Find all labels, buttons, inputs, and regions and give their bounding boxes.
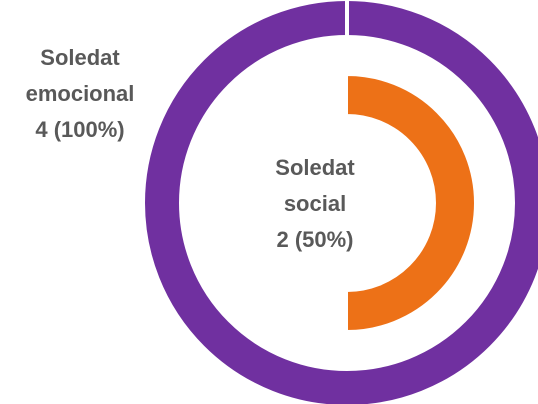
outer-label: Soledat emocional 4 (100%)	[10, 40, 150, 148]
ring-segment	[346, 73, 476, 333]
series-name: Soledat social	[275, 155, 355, 216]
series-name: Soledat emocional	[25, 45, 135, 106]
inner-label: Soledat social 2 (50%)	[255, 150, 375, 258]
value-label: 2 (50%)	[276, 227, 354, 252]
value-label: 4 (100%)	[35, 117, 125, 142]
